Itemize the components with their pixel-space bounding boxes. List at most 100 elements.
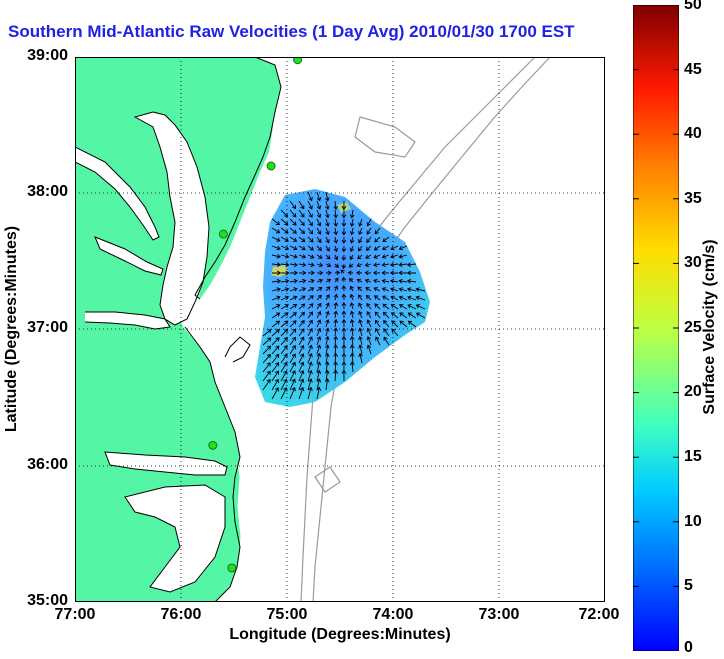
velocity-arrow	[324, 361, 330, 373]
velocity-arrow	[271, 227, 281, 234]
velocity-arrow	[333, 335, 338, 346]
velocity-arrow	[381, 278, 390, 284]
velocity-arrow	[307, 327, 313, 337]
velocity-arrow	[271, 345, 280, 355]
velocity-arrow	[349, 227, 355, 236]
velocity-arrow	[372, 270, 381, 276]
velocity-arrow	[316, 369, 322, 382]
velocity-arrow	[389, 270, 399, 276]
velocity-arrow	[325, 327, 330, 337]
velocity-arrow	[358, 227, 363, 236]
velocity-arrow	[349, 327, 355, 337]
velocity-arrow	[341, 209, 347, 219]
velocity-arrow	[280, 320, 289, 328]
velocity-arrow	[325, 310, 330, 319]
velocity-arrow	[341, 227, 347, 236]
velocity-arrow	[307, 353, 313, 364]
velocity-arrow	[289, 378, 296, 391]
y-tick-label: 39:00	[27, 47, 68, 64]
velocity-arrow	[382, 311, 390, 319]
velocity-arrow	[316, 209, 322, 219]
velocity-arrow	[349, 293, 355, 301]
velocity-arrow	[333, 209, 338, 219]
velocity-arrow	[366, 227, 372, 235]
velocity-arrow	[307, 287, 315, 292]
outer-banks	[208, 386, 241, 602]
velocity-arrow	[358, 218, 363, 227]
pamlico-sound	[125, 485, 225, 592]
velocity-arrow	[325, 270, 332, 276]
y-axis-label: Latitude (Degrees:Minutes)	[3, 225, 20, 433]
velocity-arrow	[324, 369, 330, 382]
y-tick-label: 37:00	[27, 319, 68, 336]
velocity-arrow	[373, 278, 381, 284]
velocity-arrow	[381, 254, 390, 259]
velocity-arrow	[382, 236, 390, 243]
velocity-arrow	[298, 386, 305, 400]
velocity-arrow	[374, 227, 381, 235]
velocity-arrow	[316, 294, 322, 301]
velocity-arrow	[289, 278, 298, 284]
colorbar-tick-label: 0	[684, 639, 693, 656]
station-marker	[266, 161, 276, 171]
velocity-arrow	[280, 209, 289, 218]
velocity-arrow	[298, 378, 305, 391]
velocity-arrow	[316, 227, 322, 235]
velocity-arrow	[406, 287, 417, 292]
velocity-arrow	[334, 270, 341, 276]
velocity-arrow	[324, 352, 330, 364]
velocity-arrow	[307, 191, 313, 202]
map-plot[interactable]	[75, 57, 605, 602]
velocity-field-highlight	[271, 265, 289, 277]
velocity-arrow	[298, 336, 305, 346]
velocity-arrow	[316, 236, 322, 243]
velocity-arrow	[289, 304, 298, 310]
velocity-arrow	[324, 378, 330, 391]
velocity-arrow	[341, 310, 347, 319]
velocity-arrow	[271, 353, 280, 364]
velocity-arrow	[358, 302, 363, 310]
map-border	[75, 57, 605, 602]
y-tick-label: 36:00	[27, 456, 68, 473]
velocity-arrow	[349, 352, 355, 364]
velocity-arrow	[289, 218, 297, 226]
velocity-arrow	[349, 218, 355, 227]
velocity-arrow	[333, 302, 339, 310]
velocity-arrow	[333, 352, 338, 364]
colorbar-tick-label: 20	[684, 383, 702, 400]
velocity-arrow	[307, 319, 313, 328]
velocity-arrow	[325, 302, 330, 310]
velocity-arrow	[271, 287, 281, 292]
velocity-arrow	[341, 335, 347, 346]
velocity-arrow	[316, 287, 323, 292]
colorbar-tick-label: 45	[684, 61, 702, 78]
velocity-arrow	[374, 303, 381, 310]
velocity-arrow	[271, 320, 281, 328]
velocity-arrow	[366, 344, 372, 355]
velocity-arrow	[307, 270, 315, 276]
velocity-arrow	[271, 312, 281, 319]
velocity-arrow	[348, 263, 354, 268]
velocity-arrow	[333, 361, 338, 373]
velocity-arrow	[316, 344, 322, 355]
velocity-arrow	[316, 218, 322, 227]
velocity-arrow	[316, 386, 322, 400]
velocity-arrow	[298, 200, 305, 210]
velocity-arrow	[271, 370, 279, 382]
velocity-arrow	[325, 218, 330, 227]
velocity-arrow	[383, 320, 390, 328]
velocity-arrow	[341, 344, 347, 355]
velocity-arrow	[289, 312, 297, 319]
chesapeake-bay	[135, 112, 209, 325]
y-tick-label: 38:00	[27, 183, 68, 200]
velocity-arrow	[325, 319, 330, 328]
colorbar	[633, 5, 679, 651]
velocity-arrow	[280, 254, 290, 259]
velocity-arrow	[289, 287, 298, 292]
velocity-arrow	[316, 352, 322, 364]
velocity-arrow	[307, 209, 313, 218]
velocity-arrow	[289, 336, 297, 346]
velocity-arrow	[316, 278, 324, 284]
velocity-arrow	[271, 295, 281, 301]
velocity-arrow	[298, 295, 306, 301]
